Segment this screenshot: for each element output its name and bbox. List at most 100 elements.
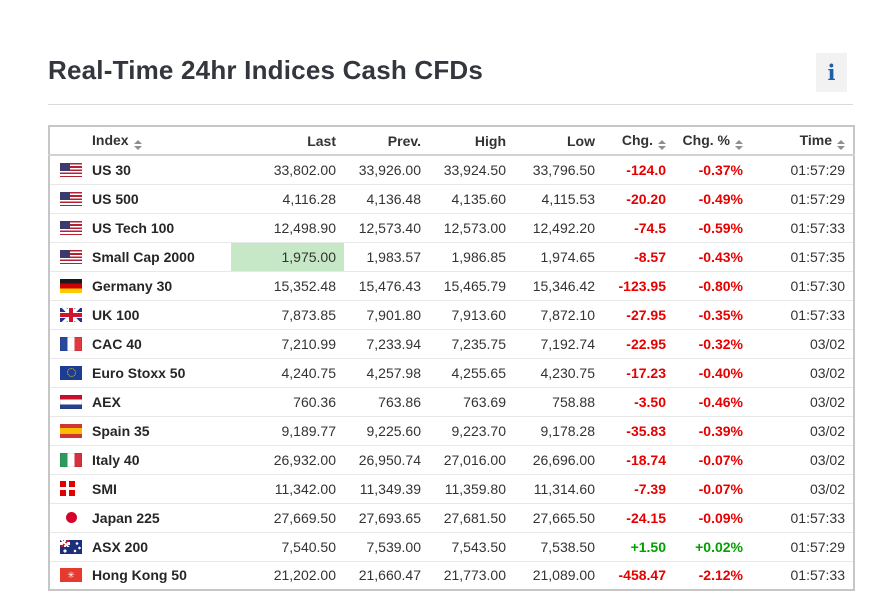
chg-pct-cell: -0.43% [674, 241, 751, 271]
prev-cell: 21,660.47 [344, 560, 429, 590]
index-cell: ASX 200 [49, 531, 231, 561]
info-button[interactable]: i [816, 53, 847, 92]
table-row[interactable]: US 30 33,802.00 33,926.00 33,924.50 33,7… [49, 155, 854, 184]
table-row[interactable]: SMI 11,342.00 11,349.39 11,359.80 11,314… [49, 473, 854, 503]
index-name-link[interactable]: Italy 40 [92, 451, 140, 468]
index-name-link[interactable]: CAC 40 [92, 335, 142, 352]
table-row[interactable]: CAC 40 7,210.99 7,233.94 7,235.75 7,192.… [49, 328, 854, 358]
time-cell: 03/02 [751, 328, 854, 358]
high-cell: 7,235.75 [429, 328, 514, 358]
index-cell: Euro Stoxx 50 [49, 357, 231, 387]
eu-flag-icon [60, 365, 82, 380]
time-cell: 01:57:33 [751, 560, 854, 590]
chg-pct-cell: -0.32% [674, 328, 751, 358]
index-name-link[interactable]: US Tech 100 [92, 219, 175, 236]
chg-pct-cell: -0.49% [674, 183, 751, 213]
hk-flag-icon [60, 568, 82, 583]
low-cell: 33,796.50 [532, 161, 595, 178]
table-row[interactable]: ASX 200 7,540.50 7,539.00 7,543.50 7,538… [49, 531, 854, 561]
table-row[interactable]: Euro Stoxx 50 4,240.75 4,257.98 4,255.65… [49, 357, 854, 387]
index-name-link[interactable]: US 30 [92, 161, 131, 178]
high-cell: 763.69 [429, 386, 514, 416]
index-cell: CAC 40 [49, 328, 231, 358]
table-row[interactable]: Hong Kong 50 21,202.00 21,660.47 21,773.… [49, 560, 854, 590]
index-name-link[interactable]: ASX 200 [92, 538, 149, 555]
fr-flag-icon [60, 336, 82, 351]
index-cell: AEX [49, 386, 231, 416]
time-cell: 03/02 [751, 386, 854, 416]
low-cell: 7,192.74 [514, 328, 603, 358]
index-cell: Spain 35 [49, 415, 231, 445]
high-cell: 27,016.00 [429, 444, 514, 474]
table-row[interactable]: US 500 4,116.28 4,136.48 4,135.60 4,115.… [49, 183, 854, 213]
low-cell: 26,696.00 [514, 444, 603, 474]
index-name-link[interactable]: Euro Stoxx 50 [92, 364, 186, 381]
index-name-link[interactable]: Japan 225 [92, 509, 160, 526]
low-cell: 9,178.28 [514, 415, 603, 445]
index-name-link[interactable]: SMI [92, 480, 117, 497]
table-row[interactable]: Italy 40 26,932.00 26,950.74 27,016.00 2… [49, 444, 854, 474]
chg-cell: +1.50 [603, 531, 674, 561]
table-row[interactable]: Spain 35 9,189.77 9,225.60 9,223.70 9,17… [49, 415, 854, 445]
nl-flag-icon [60, 394, 82, 409]
index-name-link[interactable]: Germany 30 [92, 277, 173, 294]
column-header-last: Last [231, 126, 344, 156]
sort-arrows-icon [837, 139, 845, 150]
es-flag-icon [60, 423, 82, 438]
column-header-name[interactable]: Index [49, 126, 231, 156]
index-name-link[interactable]: Small Cap 2000 [92, 248, 195, 265]
au-flag-icon [60, 539, 82, 554]
last-cell: 7,540.50 [231, 531, 344, 561]
index-name-link[interactable]: Hong Kong 50 [92, 567, 187, 584]
low-cell: 1,974.65 [514, 241, 603, 271]
last-cell: 33,802.00 [273, 161, 336, 178]
chg-cell: -24.15 [603, 502, 674, 532]
prev-cell: 7,901.80 [344, 299, 429, 329]
table-row[interactable]: Germany 30 15,352.48 15,476.43 15,465.79… [49, 270, 854, 300]
prev-cell: 33,926.00 [358, 161, 421, 178]
index-name-link[interactable]: AEX [92, 393, 121, 410]
chg-pct-cell: -0.39% [674, 415, 751, 445]
high-cell: 4,135.60 [429, 183, 514, 213]
column-header-chg[interactable]: Chg. [603, 126, 674, 156]
chg-cell: -7.39 [603, 473, 674, 503]
chg-cell: -17.23 [603, 357, 674, 387]
high-cell: 4,255.65 [429, 357, 514, 387]
index-name-link[interactable]: Spain 35 [92, 422, 150, 439]
index-name-link[interactable]: US 500 [92, 190, 139, 207]
table-row[interactable]: AEX 760.36 763.86 763.69 758.88 -3.50 -0… [49, 386, 854, 416]
index-name-link[interactable]: UK 100 [92, 306, 140, 323]
table-row[interactable]: Japan 225 27,669.50 27,693.65 27,681.50 … [49, 502, 854, 532]
us-flag-icon [60, 220, 82, 235]
low-cell: 11,314.60 [514, 473, 603, 503]
index-cell: Hong Kong 50 [49, 560, 231, 590]
sort-arrows-icon [658, 139, 666, 150]
last-cell: 26,932.00 [231, 444, 344, 474]
table-row[interactable]: UK 100 7,873.85 7,901.80 7,913.60 7,872.… [49, 299, 854, 329]
chg-cell: -27.95 [603, 299, 674, 329]
index-cell: US 30 [49, 155, 231, 184]
time-cell: 01:57:29 [751, 183, 854, 213]
chg-pct-cell: -0.09% [674, 502, 751, 532]
gb-flag-icon [60, 307, 82, 322]
jp-flag-icon [60, 510, 82, 525]
prev-cell: 4,257.98 [344, 357, 429, 387]
column-header-time[interactable]: Time [751, 126, 854, 156]
time-cell: 01:57:29 [751, 531, 854, 561]
index-cell: US 500 [49, 183, 231, 213]
last-cell: 4,240.75 [231, 357, 344, 387]
chg-pct-cell: -0.80% [674, 270, 751, 300]
us-flag-icon [60, 249, 82, 264]
low-cell: 758.88 [514, 386, 603, 416]
last-cell: 21,202.00 [231, 560, 344, 590]
low-cell: 21,089.00 [514, 560, 603, 590]
table-row[interactable]: US Tech 100 12,498.90 12,573.40 12,573.0… [49, 212, 854, 242]
high-cell: 7,913.60 [429, 299, 514, 329]
last-cell: 15,352.48 [231, 270, 344, 300]
column-header-chg_pct[interactable]: Chg. % [674, 126, 751, 156]
chg-cell: -20.20 [603, 183, 674, 213]
sort-arrows-icon [735, 139, 743, 150]
low-cell: 12,492.20 [514, 212, 603, 242]
table-row[interactable]: Small Cap 2000 1,975.00 1,983.57 1,986.8… [49, 241, 854, 271]
prev-cell: 15,476.43 [344, 270, 429, 300]
